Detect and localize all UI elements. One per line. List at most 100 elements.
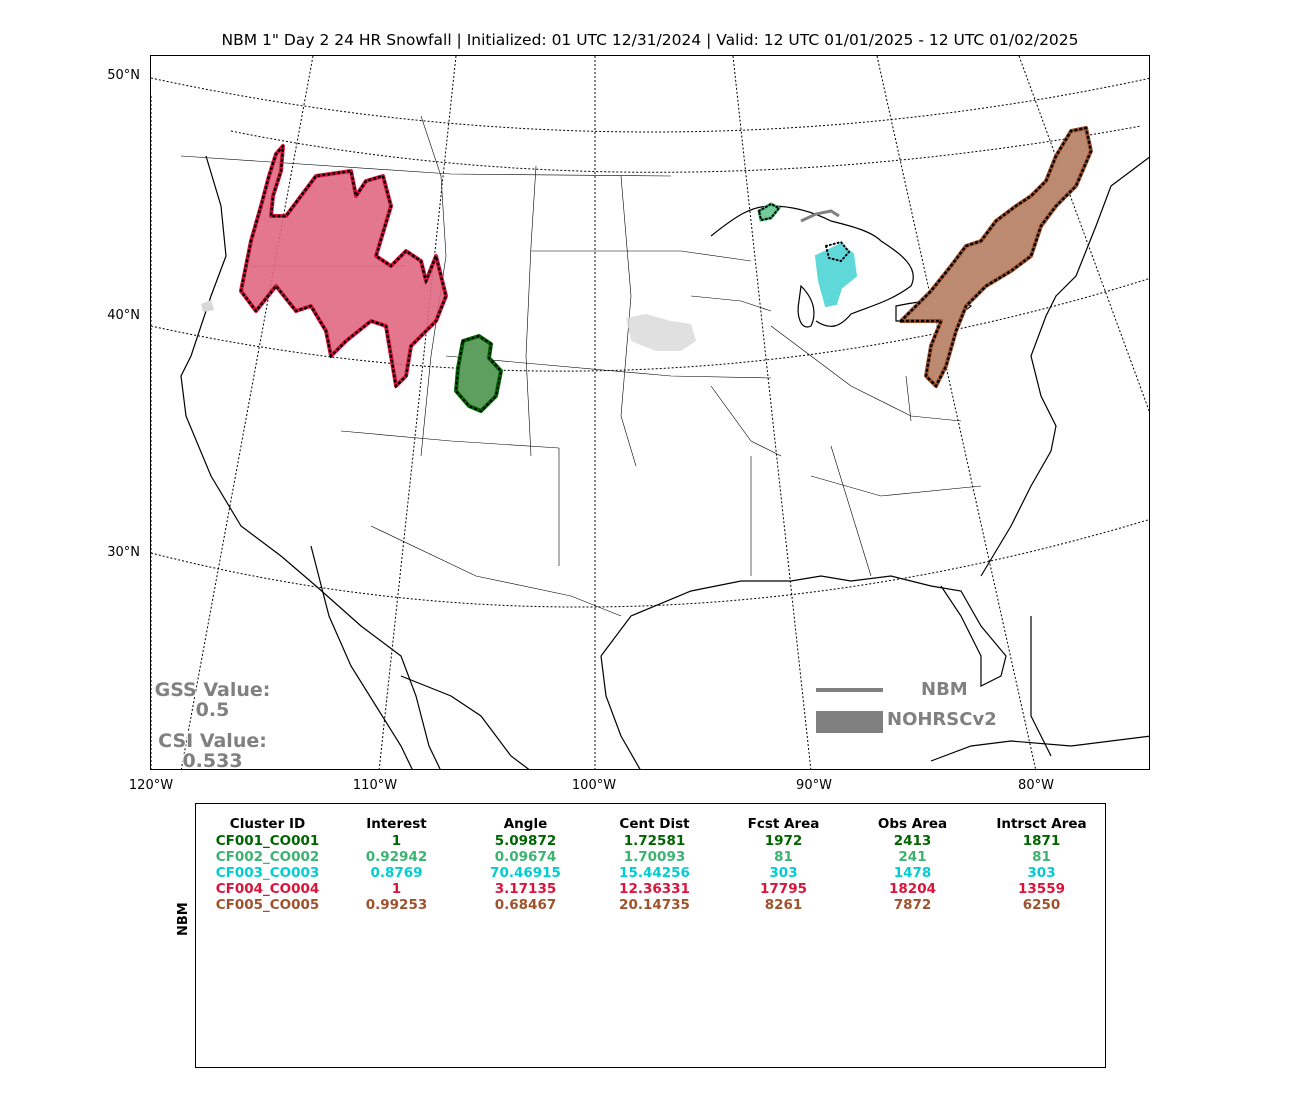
- legend-nbm-label: NBM: [921, 679, 968, 700]
- border-az-ut: [340, 430, 560, 449]
- baja-coast: [310, 545, 413, 769]
- csi-value: 0.533: [182, 750, 243, 772]
- lake-michigan: [797, 284, 815, 328]
- lon-label-90: 90°W: [796, 778, 832, 793]
- borders: [180, 115, 982, 617]
- table-cell: CF003_CO003: [215, 865, 320, 881]
- table-cell: CF004_CO004: [215, 881, 320, 897]
- border-tn-ms: [710, 385, 782, 457]
- row-axis-label: NBM: [176, 902, 191, 936]
- graticule: [151, 56, 1149, 769]
- table-cell: 8261: [764, 897, 803, 913]
- lat-label-40: 40°N: [107, 308, 140, 323]
- col-cluster-id: Cluster ID: [229, 816, 306, 832]
- mexico-east-coast: [600, 655, 641, 769]
- gss-value: 0.5: [195, 699, 230, 721]
- border-wy-co: [525, 165, 537, 457]
- table-cell: 1.72581: [623, 833, 686, 849]
- table-cell: 1.70093: [623, 849, 686, 865]
- lon-label-100: 100°W: [571, 778, 617, 793]
- meridian-110w: [378, 56, 457, 769]
- parallel-30n: [151, 519, 1149, 608]
- table-cell: 7872: [893, 897, 932, 913]
- border-us-mexico: [370, 525, 622, 617]
- grey-obs-area: [626, 314, 696, 351]
- table-cell: 1: [391, 881, 402, 897]
- csi-label: CSI Value:: [158, 730, 267, 752]
- meridian-80w: [876, 56, 1037, 769]
- table-cell: 1: [391, 833, 402, 849]
- table-cell: 81: [1032, 849, 1051, 865]
- chart-title: NBM 1" Day 2 24 HR Snowfall | Initialize…: [221, 31, 1079, 49]
- table-cell: 6250: [1022, 897, 1061, 913]
- cluster-cf002-forecast: [757, 202, 781, 222]
- table-cell: 1871: [1022, 833, 1061, 849]
- legend-nohrsc-swatch: [816, 711, 883, 733]
- col-angle: Angle: [503, 816, 548, 832]
- col-interest: Interest: [366, 816, 427, 832]
- table-cell: 12.36331: [619, 881, 690, 897]
- table-cell: 70.46915: [490, 865, 561, 881]
- border-mt-id: [420, 115, 447, 457]
- table-cell: 0.92942: [365, 849, 428, 865]
- table-cell: CF001_CO001: [215, 833, 320, 849]
- cluster-cf005-forecast: [897, 126, 1093, 389]
- table-row: CF005_CO005 0.99253 0.68467 20.14735 8261 787…: [210, 897, 1099, 913]
- border-ia-il: [690, 295, 772, 312]
- border-va: [905, 375, 912, 422]
- border-oh-ky: [770, 325, 962, 422]
- lon-label-110: 110°W: [352, 778, 398, 793]
- border-sd-ne: [531, 250, 752, 262]
- stats-panel: [195, 803, 1106, 1068]
- cuba-coast: [930, 735, 1149, 762]
- stats-table: Cluster ID Interest Angle Cent Dist Fcst…: [210, 815, 1099, 913]
- great-lakes-outline: [710, 205, 914, 327]
- map-svg: [151, 56, 1149, 769]
- col-obs-area: Obs Area: [877, 816, 948, 832]
- gss-label: GSS Value:: [154, 679, 271, 701]
- meridian-90w: [732, 56, 812, 769]
- nbm-forecast-line: [800, 209, 840, 223]
- meridian-115w: [180, 56, 314, 769]
- cluster-cf001-forecast: [454, 334, 503, 413]
- clusters: [201, 126, 1093, 413]
- stats-body: CF001_CO001 1 5.09872 1.72581 1972 2413 1871 CF…: [210, 833, 1099, 913]
- legend-nohrsc-label: NOHRSCv2: [887, 709, 997, 730]
- cluster-cf004-forecast: [239, 142, 448, 389]
- table-cell: 0.09674: [494, 849, 557, 865]
- table-row: CF002_CO002 0.92942 0.09674 1.70093 81 241 81: [210, 849, 1099, 865]
- bahamas-coast: [1030, 616, 1052, 757]
- west-coast: [180, 155, 441, 769]
- parallel-45n: [230, 125, 1142, 173]
- table-cell: CF005_CO005: [215, 897, 320, 913]
- table-cell: 2413: [893, 833, 932, 849]
- map-panel: [150, 55, 1150, 770]
- table-cell: 20.14735: [619, 897, 690, 913]
- cluster-cf005: [899, 126, 1093, 388]
- stats-header-row: Cluster ID Interest Angle Cent Dist Fcst…: [210, 815, 1099, 833]
- lat-label-50: 50°N: [107, 68, 140, 83]
- table-cell: 18204: [889, 881, 936, 897]
- mexico-west-coast: [400, 675, 530, 769]
- table-cell: 3.17135: [494, 881, 557, 897]
- table-row: CF003_CO003 0.8769 70.46915 15.44256 303 1478…: [210, 865, 1099, 881]
- table-cell: 13559: [1018, 881, 1065, 897]
- table-cell: 15.44256: [619, 865, 690, 881]
- border-co-ne: [445, 355, 772, 379]
- table-row: CF001_CO001 1 5.09872 1.72581 1972 2413 1871: [210, 833, 1099, 849]
- gulf-coast: [600, 575, 1007, 687]
- border-al-ga: [830, 445, 872, 577]
- border-ks-mo: [620, 175, 637, 467]
- lat-label-30: 30°N: [107, 545, 140, 560]
- table-cell: 303: [769, 865, 798, 881]
- border-ga-fl: [810, 475, 982, 497]
- table-cell: 241: [898, 849, 927, 865]
- cluster-cf004: [239, 144, 448, 388]
- table-cell: 0.68467: [494, 897, 557, 913]
- table-cell: 0.99253: [365, 897, 428, 913]
- col-fcst-area: Fcst Area: [747, 816, 820, 832]
- table-cell: 0.8769: [370, 865, 423, 881]
- cluster-cf003-forecast: [824, 240, 851, 263]
- table-cell: 5.09872: [494, 833, 557, 849]
- grey-obs-area-small: [201, 300, 214, 312]
